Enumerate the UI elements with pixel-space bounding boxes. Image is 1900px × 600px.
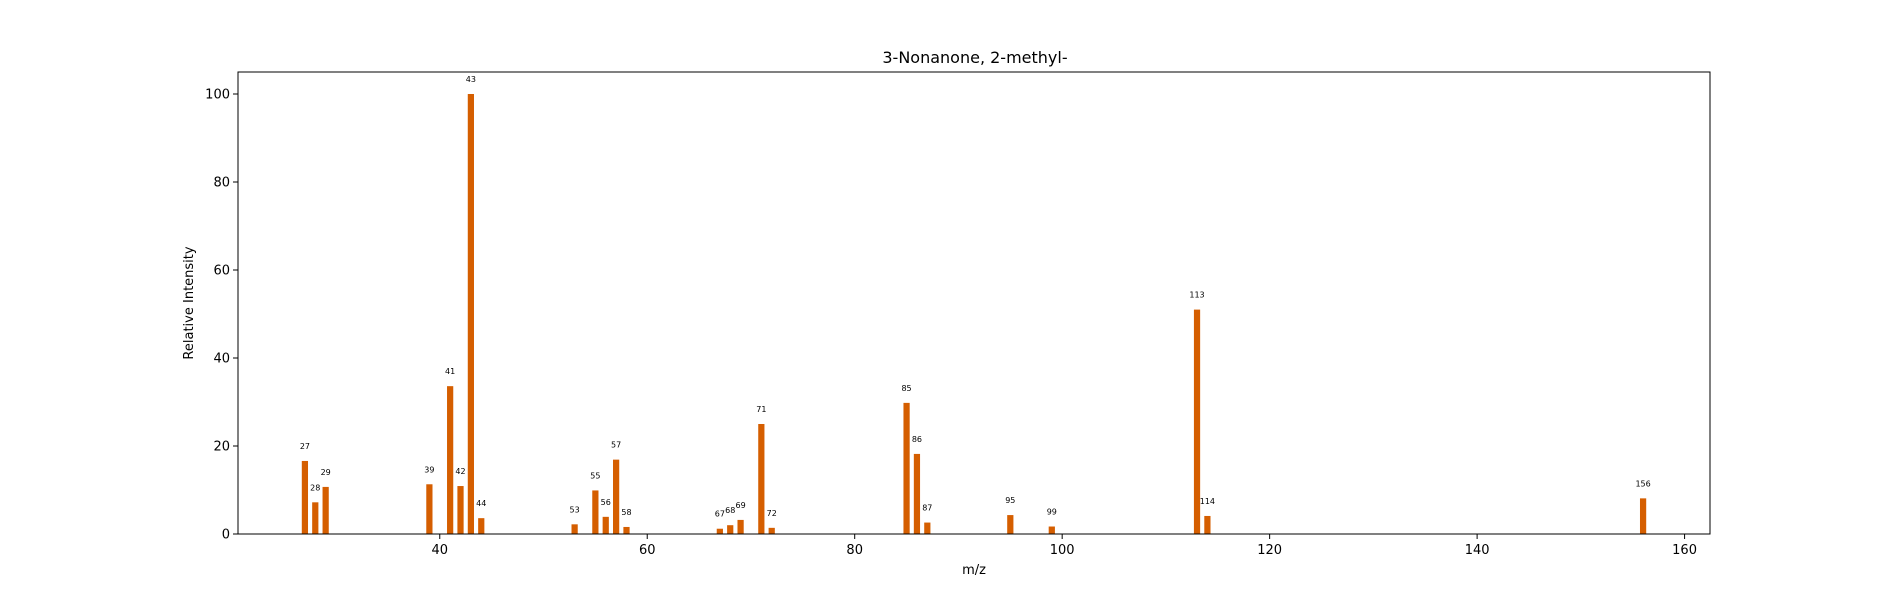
x-axis-title: m/z <box>962 563 986 578</box>
x-tick-label: 140 <box>1465 543 1490 558</box>
bar-mz-86 <box>913 453 921 534</box>
bar-mz-113 <box>1193 309 1201 534</box>
bar-mz-71 <box>758 424 765 534</box>
bar-mz-27 <box>301 460 309 534</box>
peak-label-85: 85 <box>901 384 911 393</box>
bar-mz-87 <box>924 522 931 534</box>
peak-label-44: 44 <box>476 499 486 508</box>
bar-mz-99 <box>1048 526 1055 534</box>
y-tick-label: 0 <box>222 528 230 543</box>
x-tick-label: 120 <box>1257 543 1282 558</box>
peak-label-156: 156 <box>1635 479 1650 488</box>
bar-mz-114 <box>1204 515 1211 534</box>
chart-title: 3-Nonanone, 2-methyl- <box>882 48 1067 67</box>
y-tick-label: 60 <box>213 264 230 279</box>
peak-label-27: 27 <box>300 442 310 451</box>
bar-mz-156 <box>1639 498 1647 534</box>
bar-mz-43 <box>467 94 474 534</box>
bar-layer <box>301 94 1647 534</box>
peak-label-68: 68 <box>725 506 735 515</box>
peak-label-67: 67 <box>715 510 725 519</box>
x-tick-label: 40 <box>431 543 448 558</box>
y-tick-label: 40 <box>213 352 230 367</box>
peak-label-43: 43 <box>466 75 476 84</box>
peak-label-71: 71 <box>756 405 766 414</box>
peak-label-53: 53 <box>570 505 580 514</box>
bar-mz-28 <box>312 502 319 534</box>
bar-mz-95 <box>1007 515 1014 534</box>
peak-label-69: 69 <box>736 501 746 510</box>
bar-mz-67 <box>716 528 723 534</box>
y-tick-label: 20 <box>213 440 230 455</box>
bar-mz-55 <box>592 490 599 534</box>
bar-mz-69 <box>737 519 744 534</box>
peak-label-72: 72 <box>767 509 777 518</box>
peak-label-95: 95 <box>1005 496 1015 505</box>
peak-label-114: 114 <box>1200 497 1215 506</box>
peak-label-55: 55 <box>590 471 600 480</box>
bar-mz-72 <box>768 527 775 534</box>
peak-label-29: 29 <box>321 468 331 477</box>
bar-mz-85 <box>903 402 910 534</box>
y-axis-ticks: 0 20 40 60 80 100 <box>205 88 238 543</box>
peak-label-56: 56 <box>601 498 611 507</box>
peak-label-28: 28 <box>310 483 320 492</box>
bar-mz-39 <box>426 484 433 534</box>
y-axis-title: Relative Intensity <box>182 246 197 359</box>
x-tick-label: 60 <box>639 543 656 558</box>
bar-mz-53 <box>571 524 578 534</box>
peak-label-113: 113 <box>1189 291 1204 300</box>
peak-label-86: 86 <box>912 435 922 444</box>
peak-label-41: 41 <box>445 367 455 376</box>
bar-mz-44 <box>478 518 485 534</box>
peak-label-99: 99 <box>1047 508 1057 517</box>
bar-mz-42 <box>457 486 464 534</box>
y-tick-label: 80 <box>213 176 230 191</box>
peak-label-87: 87 <box>922 504 932 513</box>
bar-mz-56 <box>602 516 609 534</box>
bar-mz-41 <box>447 386 454 534</box>
bar-mz-68 <box>727 525 734 534</box>
bar-mz-57 <box>613 459 620 534</box>
y-tick-label: 100 <box>205 88 230 103</box>
peak-label-58: 58 <box>621 508 631 517</box>
peak-label-42: 42 <box>455 467 465 476</box>
x-tick-label: 80 <box>846 543 863 558</box>
x-tick-label: 160 <box>1672 543 1697 558</box>
x-tick-label: 100 <box>1050 543 1075 558</box>
bar-mz-29 <box>322 486 329 534</box>
x-axis-ticks: 40 60 80 100 120 140 160 <box>431 534 1697 558</box>
peak-label-39: 39 <box>424 465 434 474</box>
plot-frame <box>237 71 1711 535</box>
bar-mz-58 <box>623 526 630 534</box>
peak-label-57: 57 <box>611 441 621 450</box>
